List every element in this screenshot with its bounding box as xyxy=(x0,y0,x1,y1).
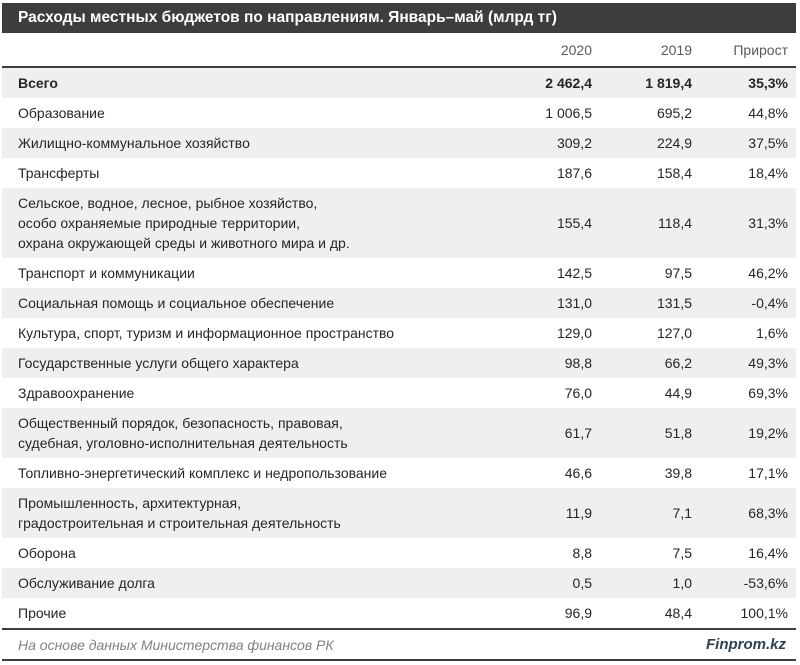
value-growth: 49,3% xyxy=(748,355,788,371)
value-growth: 16,4% xyxy=(748,545,788,561)
row-label: Топливно-энергетический комплекс и недро… xyxy=(18,465,388,481)
value-growth: 19,2% xyxy=(748,425,788,441)
table-row: Социальная помощь и социальное обеспечен… xyxy=(2,288,796,318)
column-header-row: 2020 2019 Прирост xyxy=(2,33,796,66)
column-header-2019: 2019 xyxy=(660,41,692,58)
row-label: Промышленность, архитектурная, градостро… xyxy=(18,495,341,531)
value-2020: 46,6 xyxy=(564,465,592,481)
value-2019: 7,1 xyxy=(672,505,692,521)
value-growth: 69,3% xyxy=(748,385,788,401)
table-row: Государственные услуги общего характера 9… xyxy=(2,348,796,378)
value-growth: -0,4% xyxy=(751,295,788,311)
value-2020: 76,0 xyxy=(564,385,592,401)
value-2019: 131,5 xyxy=(656,295,692,311)
row-label: Прочие xyxy=(18,605,67,621)
value-2020: 96,9 xyxy=(564,605,592,621)
row-label: Здравоохранение xyxy=(18,385,135,401)
value-growth: 100,1% xyxy=(740,605,788,621)
row-label: Транспорт и коммуникации xyxy=(18,265,195,281)
row-label: Обслуживание долга xyxy=(18,575,155,591)
value-2020: 131,0 xyxy=(556,295,592,311)
value-2020: 155,4 xyxy=(556,215,592,231)
row-label: Оборона xyxy=(18,545,76,561)
budget-report: Расходы местных бюджетов по направлениям… xyxy=(2,3,796,661)
value-2020: 8,8 xyxy=(572,545,592,561)
value-2020: 142,5 xyxy=(556,265,592,281)
table-row: Трансферты 187,6 158,4 18,4% xyxy=(2,158,796,188)
value-growth: 17,1% xyxy=(748,465,788,481)
value-2019: 1 819,4 xyxy=(645,75,692,91)
value-2019: 158,4 xyxy=(656,165,692,181)
row-label: Всего xyxy=(18,75,58,91)
row-label: Трансферты xyxy=(18,165,100,181)
value-growth: 31,3% xyxy=(748,215,788,231)
table-row: Общественный порядок, безопасность, прав… xyxy=(2,408,796,458)
value-2020: 2 462,4 xyxy=(545,75,592,91)
value-2019: 48,4 xyxy=(664,605,692,621)
value-growth: -53,6% xyxy=(743,575,788,591)
table-row: Сельское, водное, лесное, рыбное хозяйст… xyxy=(2,188,796,258)
value-2019: 44,9 xyxy=(664,385,692,401)
value-2019: 1,0 xyxy=(672,575,692,591)
title-bar: Расходы местных бюджетов по направлениям… xyxy=(2,3,796,33)
value-2019: 7,5 xyxy=(672,545,692,561)
table-row: Образование 1 006,5 695,2 44,8% xyxy=(2,98,796,128)
value-2019: 695,2 xyxy=(656,105,692,121)
value-growth: 18,4% xyxy=(748,165,788,181)
column-header-growth: Прирост xyxy=(733,41,788,58)
value-growth: 35,3% xyxy=(748,75,788,91)
value-2019: 51,8 xyxy=(664,425,692,441)
value-2019: 224,9 xyxy=(656,135,692,151)
table-row: Прочие 96,9 48,4 100,1% xyxy=(2,598,796,628)
value-growth: 68,3% xyxy=(748,505,788,521)
page-title: Расходы местных бюджетов по направлениям… xyxy=(18,9,557,26)
value-2020: 309,2 xyxy=(556,135,592,151)
table-row: Жилищно-коммунальное хозяйство 309,2 224,9… xyxy=(2,128,796,158)
table-row: Транспорт и коммуникации 142,5 97,5 46,2% xyxy=(2,258,796,288)
value-growth: 46,2% xyxy=(748,265,788,281)
table-row: Обслуживание долга 0,5 1,0 -53,6% xyxy=(2,568,796,598)
value-2019: 127,0 xyxy=(656,325,692,341)
row-label: Общественный порядок, безопасность, прав… xyxy=(18,415,348,451)
table-row: Промышленность, архитектурная, градостро… xyxy=(2,488,796,538)
footer: На основе данных Министерства финансов Р… xyxy=(2,630,796,661)
row-label: Сельское, водное, лесное, рыбное хозяйст… xyxy=(18,195,350,251)
value-2020: 1 006,5 xyxy=(545,105,592,121)
value-2019: 118,4 xyxy=(658,215,692,231)
column-header-2020: 2020 xyxy=(560,41,592,58)
row-label: Жилищно-коммунальное хозяйство xyxy=(18,135,250,151)
value-2019: 39,8 xyxy=(664,465,692,481)
value-growth: 44,8% xyxy=(748,105,788,121)
row-label: Культура, спорт, туризм и информационное… xyxy=(18,325,395,341)
value-growth: 1,6% xyxy=(756,325,788,341)
value-2020: 129,0 xyxy=(556,325,592,341)
row-label: Социальная помощь и социальное обеспечен… xyxy=(18,295,335,311)
value-2019: 66,2 xyxy=(664,355,692,371)
data-source-note: На основе данных Министерства финансов Р… xyxy=(18,636,334,653)
value-2020: 0,5 xyxy=(572,575,592,591)
value-2020: 11,9 xyxy=(565,505,592,521)
table-row: Оборона 8,8 7,5 16,4% xyxy=(2,538,796,568)
table-row: Всего 2 462,4 1 819,4 35,3% xyxy=(2,68,796,98)
value-2020: 187,6 xyxy=(556,165,592,181)
value-2020: 61,7 xyxy=(564,425,592,441)
row-label: Государственные услуги общего характера xyxy=(18,355,299,371)
value-growth: 37,5% xyxy=(748,135,788,151)
table-row: Здравоохранение 76,0 44,9 69,3% xyxy=(2,378,796,408)
budget-table: Всего 2 462,4 1 819,4 35,3% Образование 1 006… xyxy=(2,66,796,630)
table-row: Культура, спорт, туризм и информационное… xyxy=(2,318,796,348)
row-label: Образование xyxy=(18,105,105,121)
value-2019: 97,5 xyxy=(664,265,692,281)
value-2020: 98,8 xyxy=(564,355,592,371)
finprom-logo: Finprom.kz xyxy=(705,636,786,653)
table-row: Топливно-энергетический комплекс и недро… xyxy=(2,458,796,488)
